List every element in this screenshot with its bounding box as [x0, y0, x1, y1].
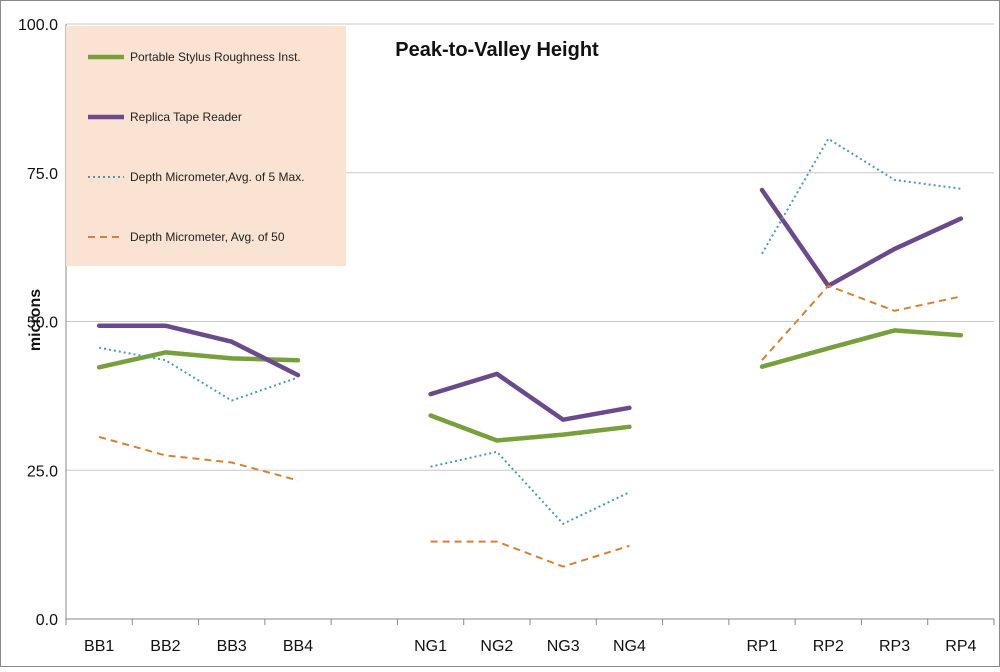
- x-tick-label: RP4: [945, 638, 976, 655]
- x-tick-label: RP3: [879, 638, 910, 655]
- series-line-segment: [759, 187, 964, 289]
- series-line-segment: [96, 323, 301, 378]
- series-line-segment: [98, 435, 299, 482]
- x-tick-label: RP2: [813, 638, 844, 655]
- y-tick-label: 25.0: [27, 463, 58, 480]
- series-line-segment: [761, 137, 962, 255]
- series-line-segment: [430, 540, 630, 568]
- axes: 0.0 25.0 50.0 75.0 100.0 BB1 BB2 BB3 BB4 NG1 NG2 NG…: [18, 17, 995, 655]
- legend-label: Replica Tape Reader: [130, 110, 242, 124]
- legend-box: [66, 26, 346, 266]
- y-axis-label: microns: [27, 289, 44, 351]
- x-tick-label: NG2: [480, 638, 513, 655]
- legend-label: Portable Stylus Roughness Inst.: [130, 50, 301, 64]
- legend-label: Depth Micrometer,Avg. of 5 Max.: [130, 170, 305, 184]
- series-2: [98, 137, 962, 525]
- x-tick-label: NG3: [547, 638, 580, 655]
- y-tick-label: 50.0: [27, 315, 58, 332]
- series-line-segment: [759, 328, 964, 369]
- x-tick-label: RP1: [746, 638, 777, 655]
- series-line-segment: [761, 284, 962, 361]
- chart-title: Peak-to-Valley Height: [395, 39, 599, 61]
- y-tick-label: 75.0: [27, 166, 58, 183]
- series-3: [98, 284, 962, 568]
- x-tick-label: BB1: [84, 638, 114, 655]
- x-tick-label: BB3: [217, 638, 247, 655]
- x-tick-label: BB4: [283, 638, 313, 655]
- x-tick-label: NG1: [414, 638, 447, 655]
- series-line-segment: [430, 450, 630, 525]
- series-line-segment: [428, 371, 632, 422]
- y-tick-label: 0.0: [36, 612, 58, 629]
- y-tick-label: 100.0: [18, 17, 58, 34]
- legend-label: Depth Micrometer, Avg. of 50: [130, 230, 285, 244]
- series-line-segment: [98, 346, 299, 402]
- series-lines: [96, 137, 964, 568]
- series-line-segment: [428, 413, 632, 443]
- legend: Portable Stylus Roughness Inst. Replica T…: [66, 26, 346, 266]
- x-tick-label: NG4: [613, 638, 646, 655]
- series-1: [96, 187, 964, 422]
- x-tick-label: BB2: [150, 638, 180, 655]
